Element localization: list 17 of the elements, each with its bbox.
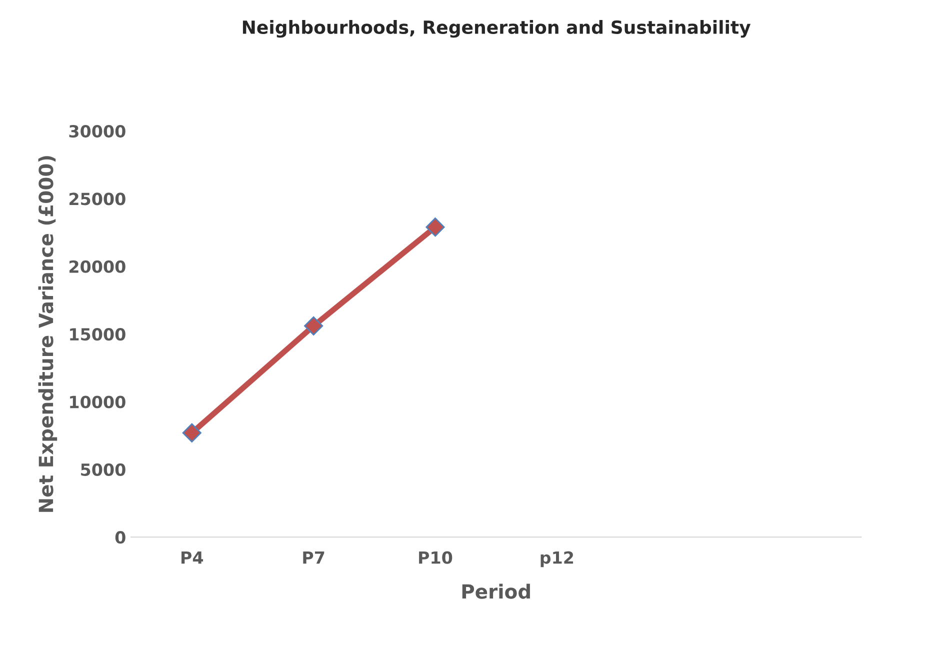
x-tick-label: P4	[182, 552, 204, 564]
point	[182, 423, 202, 442]
point	[304, 316, 324, 336]
x-tick-label: P7	[303, 552, 324, 564]
point	[426, 218, 445, 237]
y-tick-label: 5000	[81, 463, 126, 476]
chart-title: Neighbourhoods, Regeneration and Sustainability	[242, 20, 751, 38]
y-tick-label: 10000	[70, 396, 126, 408]
x-tick-label: p12	[540, 551, 574, 568]
y-tick-label: 30000	[69, 124, 126, 138]
x-axis-title: Period	[462, 584, 530, 599]
y-tick-label: 20000	[70, 260, 126, 273]
y-tick-label: 15000	[70, 328, 126, 341]
y-tick-label: 0	[115, 531, 126, 544]
y-tick-label: 25000	[70, 192, 126, 206]
y-axis-title: Net Expenditure Variance (£000)	[38, 156, 58, 512]
x-tick-label: P10	[419, 551, 452, 564]
